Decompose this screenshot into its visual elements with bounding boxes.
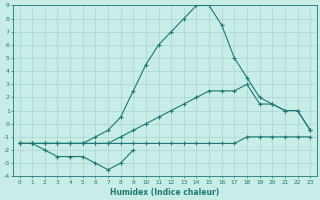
X-axis label: Humidex (Indice chaleur): Humidex (Indice chaleur) <box>110 188 220 197</box>
